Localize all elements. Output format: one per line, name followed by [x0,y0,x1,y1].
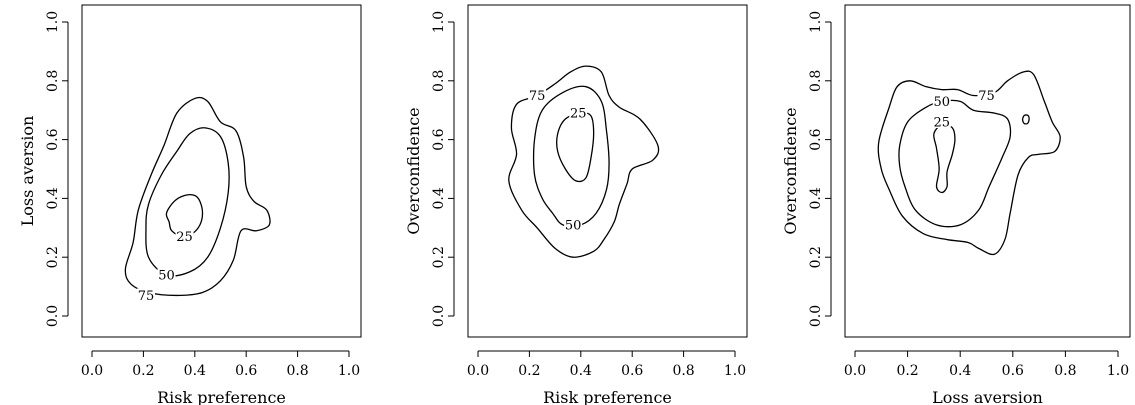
contour-label: 25 [570,107,587,122]
x-tick-label: 0.0 [81,363,103,379]
y-tick-label: 1.0 [45,11,61,33]
y-tick-label: 0.8 [431,70,447,92]
contour-line-50 [145,127,230,277]
y-tick-label: 0.2 [431,246,447,268]
contour-line-25 [556,112,595,183]
y-axis-title: Loss aversion [18,116,37,227]
x-tick-label: 0.4 [949,363,971,379]
contour-label: 25 [176,230,193,245]
y-tick-label: 0.8 [808,70,824,92]
contour-label-bg [569,106,588,120]
contour-label: 50 [158,268,175,283]
x-tick-label: 0.4 [570,363,592,379]
y-tick-label: 0.6 [431,128,447,150]
panel-risk-vs-loss: 0.0 0.2 0.4 0.6 0.8 1.0 0.0 0.2 0.4 0.6 0.8 1.0 Risk… [18,4,362,405]
contour-label-bg [932,114,951,128]
x-tick-label: 0.8 [1054,363,1076,379]
contour-label-bg [528,88,547,102]
x-tick-label: 0.2 [518,363,540,379]
panel-risk-vs-overconfidence: 0.0 0.2 0.4 0.6 0.8 1.0 0.0 0.2 0.4 0.6 0.8 1.0 Risk… [404,4,748,405]
y-tick-label: 1.0 [431,11,447,33]
x-tick-label: 1.0 [1107,363,1129,379]
x-tick-label: 1.0 [338,363,360,379]
y-axis-title: Overconfidence [404,107,423,234]
x-tick-label: 0.0 [467,363,489,379]
y-tick-label: 0.6 [45,128,61,150]
x-axis-title: Risk preference [543,388,672,405]
x-tick-label: 0.8 [672,363,694,379]
x-tick-label: 0.0 [844,363,866,379]
x-tick-label: 0.2 [896,363,918,379]
y-tick-label: 0.0 [808,305,824,327]
contour-label-bg [932,94,951,108]
contour-line-50 [898,99,1012,228]
contour-line-75 [124,96,271,297]
contour-label: 75 [529,89,546,104]
y-axis-title: Overconfidence [781,107,800,234]
panel-loss-vs-overconfidence: 0.0 0.2 0.4 0.6 0.8 1.0 0.0 0.2 0.4 0.6 0.8 1.0 Loss… [781,4,1131,405]
plot-frame [81,4,362,338]
y-tick-label: 0.4 [431,187,447,209]
contour-label-bg [136,288,155,302]
contour-line-50 [532,85,610,227]
y-tick-label: 0.0 [45,305,61,327]
x-axis-title: Risk preference [157,388,286,405]
contour-label: 50 [565,218,582,233]
y-tick-label: 0.0 [431,305,447,327]
contour-line-75 [877,70,1061,256]
contour-label: 50 [934,95,951,110]
x-tick-label: 0.6 [1002,363,1024,379]
y-tick-label: 0.2 [808,246,824,268]
contour-label-bg [175,229,194,243]
x-tick-label: 1.0 [724,363,746,379]
x-tick-label: 0.6 [235,363,257,379]
x-tick-label: 0.8 [286,363,308,379]
y-tick-label: 0.4 [808,187,824,209]
contour-label: 25 [934,115,951,130]
x-axis-title: Loss aversion [932,388,1043,405]
x-tick-label: 0.6 [621,363,643,379]
y-tick-label: 0.2 [45,246,61,268]
x-tick-label: 0.4 [184,363,206,379]
contour-label-bg [157,267,176,281]
plot-frame [467,4,748,338]
contour-line-25 [933,123,956,194]
contour-label: 75 [978,89,995,104]
plot-frame [844,4,1131,338]
contour-label: 75 [138,289,155,304]
y-tick-label: 0.8 [45,70,61,92]
x-tick-label: 0.2 [132,363,154,379]
y-tick-label: 0.4 [45,187,61,209]
contour-label-bg [977,88,996,102]
y-tick-label: 0.6 [808,128,824,150]
contour-line [1021,114,1030,125]
y-tick-label: 1.0 [808,11,824,33]
contour-label-bg [564,217,583,231]
